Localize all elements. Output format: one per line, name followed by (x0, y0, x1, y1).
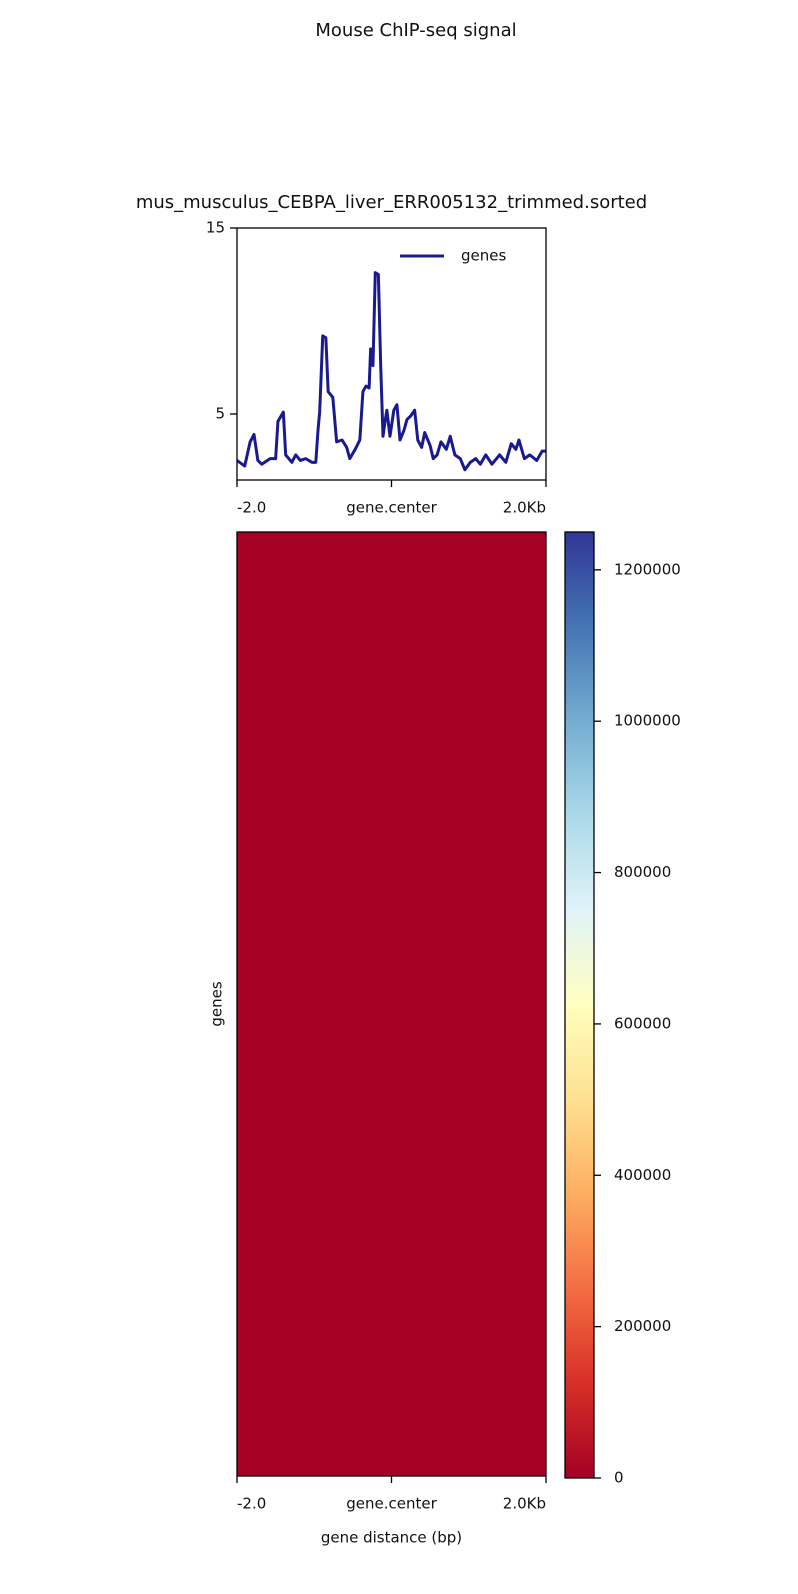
colorbar-tick-label: 0 (614, 1469, 624, 1487)
colorbar-tick-label: 600000 (614, 1014, 671, 1032)
axes-frame (236, 227, 547, 481)
y-tick-label: 15 (206, 219, 225, 237)
colorbar-tick-label: 1200000 (614, 560, 681, 578)
x-tick-label: gene.center (346, 499, 437, 517)
x-tick-label: gene.center (346, 1495, 437, 1513)
colorbar-tick-label: 400000 (614, 1166, 671, 1184)
x-tick-label: 2.0Kb (503, 499, 546, 517)
y-axis-label: genes (208, 981, 226, 1026)
heatmap-cell (237, 532, 547, 1477)
x-tick-label: -2.0 (237, 499, 266, 517)
colorbar-tick-label: 200000 (614, 1317, 671, 1335)
colorbar-tick-label: 1000000 (614, 712, 681, 730)
legend-label: genes (461, 247, 506, 265)
x-tick-label: -2.0 (237, 1495, 266, 1513)
axes-title: mus_musculus_CEBPA_liver_ERR005132_trimm… (136, 192, 647, 213)
profile-line (236, 271, 546, 472)
x-axis-label: gene distance (bp) (321, 1529, 462, 1547)
colorbar-tick-label: 800000 (614, 863, 671, 881)
figure-title: Mouse ChIP-seq signal (315, 20, 516, 41)
y-tick-label: 5 (215, 404, 225, 422)
colorbar (564, 531, 595, 1479)
x-tick-label: 2.0Kb (503, 1495, 546, 1513)
